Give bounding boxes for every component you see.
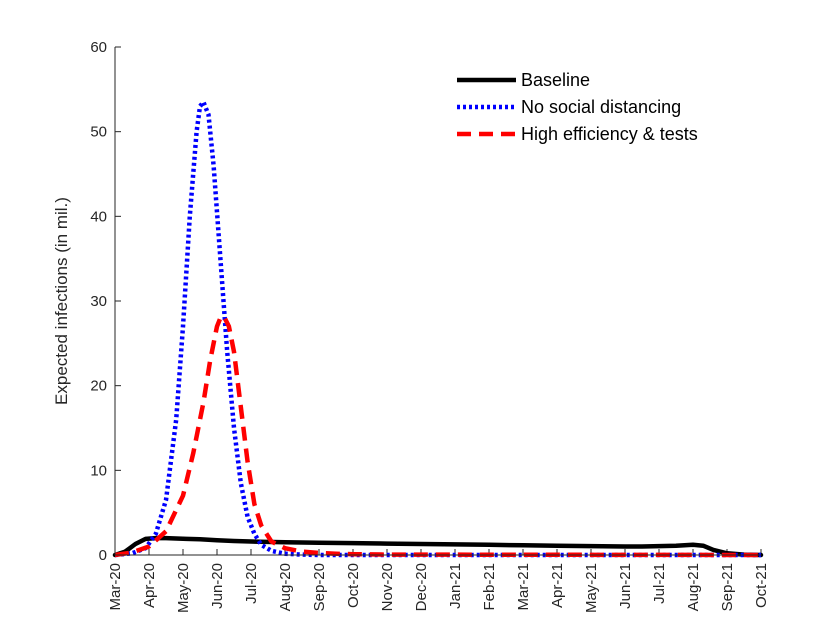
y-tick-label: 40 <box>90 208 107 225</box>
x-tick-label: Apr-20 <box>141 563 158 608</box>
series-layer <box>112 99 764 558</box>
x-tick-label: Feb-21 <box>481 563 498 611</box>
x-tick-label: Jan-21 <box>447 563 464 609</box>
x-tick-label: Apr-21 <box>549 563 566 608</box>
x-axis: Mar-20 Apr-20 May-20 Jun-20 Jul-20 Aug-20 Sep-… <box>107 549 770 613</box>
series-line-1 <box>112 535 764 558</box>
series-line-3 <box>114 313 762 558</box>
x-tick-label: Dec-20 <box>413 563 430 611</box>
x-tick-label: Jul-21 <box>651 563 668 604</box>
x-tick-label: Jun-20 <box>209 563 226 609</box>
y-tick-label: 60 <box>90 39 107 56</box>
y-tick-label: 10 <box>90 462 107 479</box>
y-tick-label: 30 <box>90 293 107 310</box>
y-axis: 0 10 20 30 40 50 60 <box>90 39 121 564</box>
x-tick-label: Jun-21 <box>617 563 634 609</box>
x-tick-label: Oct-20 <box>345 563 362 608</box>
legend-label: Baseline <box>521 70 590 90</box>
y-tick-label: 0 <box>99 547 107 564</box>
legend: Baseline No social distancing High efficie… <box>457 70 698 144</box>
x-tick-label: Sep-20 <box>311 563 328 611</box>
y-axis-title: Expected infections (in mil.) <box>52 197 71 405</box>
x-tick-label: Oct-21 <box>753 563 770 608</box>
x-tick-label: May-20 <box>175 563 192 613</box>
legend-label: High efficiency & tests <box>521 124 698 144</box>
series-line-2 <box>114 99 761 558</box>
x-tick-label: May-21 <box>583 563 600 613</box>
x-tick-label: Aug-20 <box>277 563 294 611</box>
x-tick-label: Mar-21 <box>515 563 532 611</box>
legend-label: No social distancing <box>521 97 681 117</box>
y-tick-label: 50 <box>90 124 107 141</box>
x-tick-label: Mar-20 <box>107 563 124 611</box>
x-tick-label: Jul-20 <box>243 563 260 604</box>
y-tick-label: 20 <box>90 378 107 395</box>
x-tick-label: Nov-20 <box>379 563 396 611</box>
x-tick-label: Aug-21 <box>685 563 702 611</box>
x-tick-label: Sep-21 <box>719 563 736 611</box>
